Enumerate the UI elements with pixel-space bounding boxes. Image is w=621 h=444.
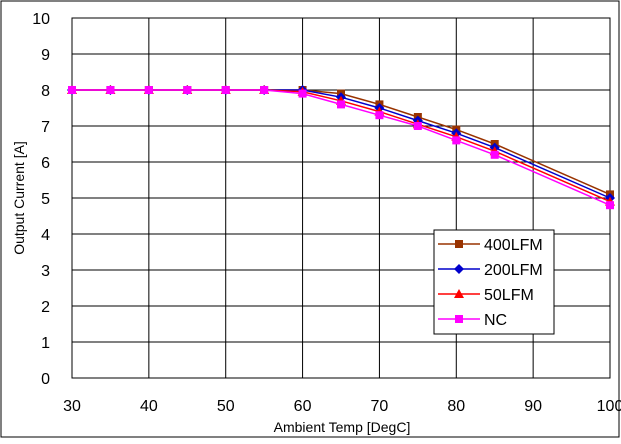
y-tick-label: 10	[32, 11, 50, 28]
legend-entry: 200LFM	[438, 262, 543, 279]
legend-entry: NC	[438, 312, 507, 329]
data-point	[221, 86, 230, 94]
y-tick-label: 5	[41, 191, 50, 208]
data-point	[606, 201, 614, 210]
y-tick-label: 8	[41, 83, 50, 100]
y-tick-label: 9	[41, 47, 50, 64]
data-point	[454, 289, 464, 298]
x-tick-label: 90	[524, 398, 542, 415]
legend-label: NC	[484, 312, 507, 329]
x-tick-label: 80	[447, 398, 465, 415]
series-nc	[68, 86, 614, 210]
data-point	[490, 150, 499, 159]
legend-label: 200LFM	[484, 262, 543, 279]
data-point	[452, 136, 461, 145]
x-axis-label: Ambient Temp [DegC]	[274, 419, 411, 435]
data-point	[413, 122, 422, 130]
data-point	[106, 86, 115, 94]
data-point	[183, 86, 192, 94]
y-tick-label: 2	[41, 299, 50, 316]
y-tick-label: 0	[41, 371, 50, 388]
y-tick-label: 3	[41, 263, 50, 280]
y-tick-label: 4	[41, 227, 50, 244]
series-group	[67, 85, 615, 210]
y-axis-label: Output Current [A]	[11, 141, 27, 255]
data-point	[68, 86, 76, 94]
x-tick-label: 50	[217, 398, 235, 415]
legend-entry: 50LFM	[438, 287, 534, 304]
data-point	[337, 100, 345, 109]
x-tick-label: 100	[597, 398, 621, 415]
legend: 400LFM 200LFM 50LFM NC	[433, 229, 555, 335]
x-tick-label: 60	[294, 398, 312, 415]
data-point	[298, 89, 307, 98]
x-tick-label: 40	[140, 398, 158, 415]
data-point	[260, 86, 269, 94]
data-point	[454, 264, 464, 274]
y-tick-label: 6	[41, 155, 50, 172]
x-tick-labels: 30 40 50 60 70 80 90 100	[63, 398, 621, 415]
legend-label: 400LFM	[484, 237, 543, 254]
data-point	[375, 111, 384, 120]
data-point	[455, 315, 463, 323]
legend-box	[433, 229, 555, 335]
y-tick-label: 1	[41, 335, 50, 352]
y-tick-label: 7	[41, 119, 50, 136]
data-point	[144, 86, 153, 94]
x-tick-label: 30	[63, 398, 81, 415]
legend-entry: 400LFM	[438, 237, 543, 254]
y-tick-labels: 0 1 2 3 4 5 6 7 8 9 10	[32, 11, 50, 388]
legend-label: 50LFM	[484, 287, 534, 304]
x-tick-label: 70	[371, 398, 389, 415]
data-point	[455, 240, 463, 248]
